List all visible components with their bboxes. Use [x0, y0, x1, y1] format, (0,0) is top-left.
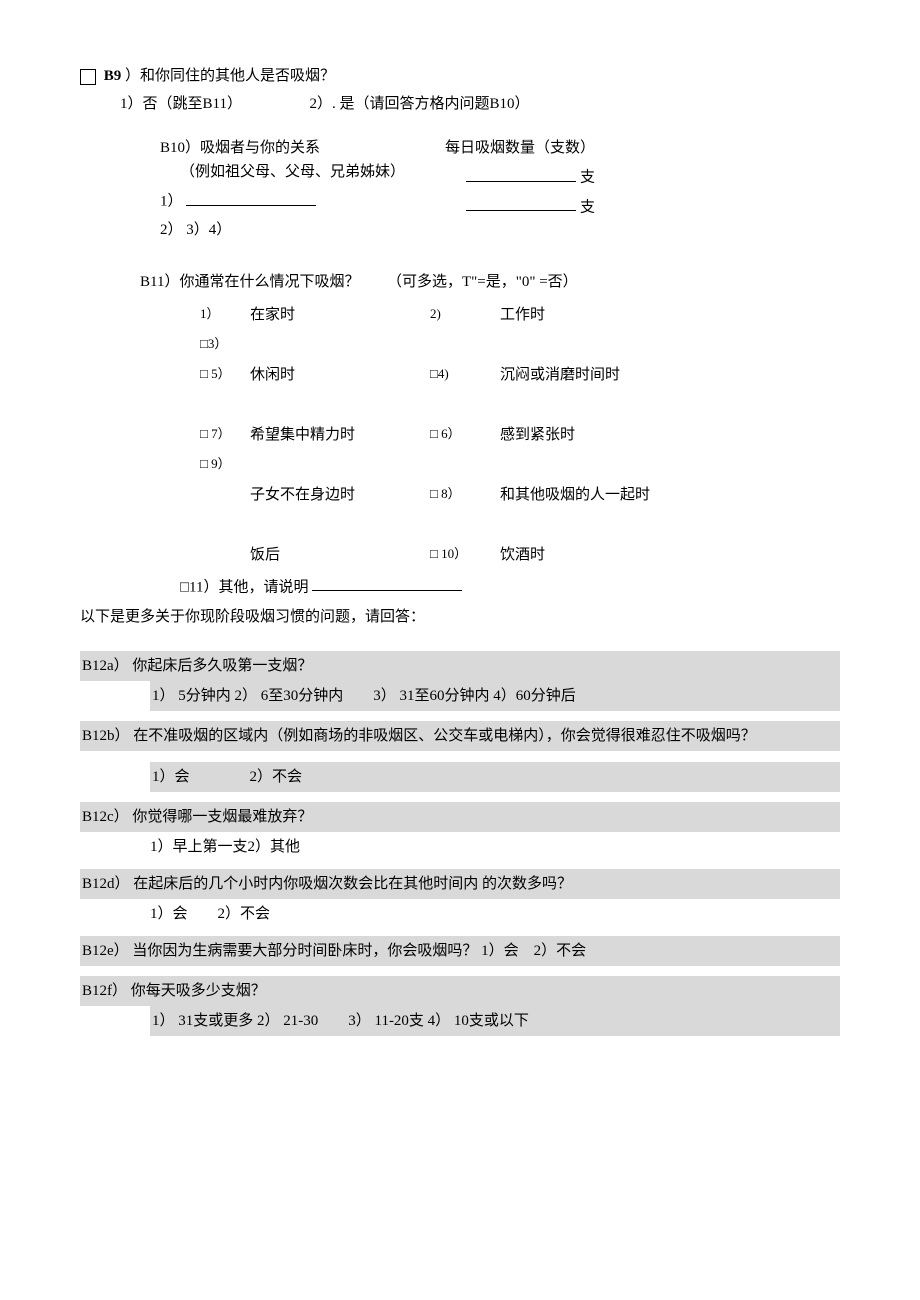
b9-opt2[interactable]: 2）. 是（请回答方格内问题B10）: [309, 96, 529, 112]
b11-t9b: 子女不在身边时: [250, 483, 430, 507]
b11-title: B11）你通常在什么情况下吸烟？: [140, 274, 359, 290]
b12f-q: B12f） 你每天吸多少支烟？: [80, 976, 840, 1006]
b10-amount2[interactable]: [466, 194, 576, 212]
b12b-a[interactable]: 1）会 2）不会: [150, 762, 840, 792]
b10-unit2: 支: [580, 199, 595, 215]
b11-t7: 希望集中精力时: [250, 423, 430, 447]
b11-n3[interactable]: □3）: [200, 334, 250, 355]
b10-block: B10）吸烟者与你的关系 （例如祖父母、父母、兄弟姊妹） 1） 2） 3）4） …: [160, 136, 840, 246]
b11-t2: 工作时: [500, 303, 700, 327]
b10-amount1[interactable]: [466, 164, 576, 182]
b11-n4[interactable]: □4): [430, 364, 500, 385]
b12b-q: B12b） 在不准吸烟的区域内（例如商场的非吸烟区、公交车或电梯内），你会觉得很…: [80, 721, 840, 751]
b11-t5: 休闲时: [250, 363, 430, 387]
section-intro: 以下是更多关于你现阶段吸烟习惯的问题，请回答：: [80, 605, 840, 629]
b12d-a[interactable]: 1）会 2）不会: [150, 902, 840, 926]
b11-t10: 饮酒时: [500, 543, 700, 567]
b12a-a[interactable]: 1） 5分钟内 2） 6至30分钟内 3） 31至60分钟内 4）60分钟后: [150, 681, 840, 711]
b11-note: （可多选，T"=是，"0" =否）: [387, 274, 578, 290]
b9-checkbox[interactable]: [80, 69, 96, 85]
b10-line2: 2） 3）4）: [160, 218, 405, 242]
b11-header: B11）你通常在什么情况下吸烟？ （可多选，T"=是，"0" =否）: [140, 270, 840, 294]
b9-options: 1）否（跳至B11） 2）. 是（请回答方格内问题B10）: [120, 92, 840, 116]
b12a-q: B12a） 你起床后多久吸第一支烟？: [80, 651, 840, 681]
b11-n8[interactable]: □ 8）: [430, 484, 500, 505]
b12d-q: B12d） 在起床后的几个小时内你吸烟次数会比在其他时间内 的次数多吗？: [80, 869, 840, 899]
b11-n9[interactable]: □ 9）: [200, 454, 250, 475]
b11-n1[interactable]: 1）: [200, 304, 250, 325]
b11-t8: 和其他吸烟的人一起时: [500, 483, 700, 507]
b10-title: B10）吸烟者与你的关系: [160, 136, 405, 160]
b11-t4: 沉闷或消磨时间时: [500, 363, 700, 387]
b11-t1: 在家时: [250, 303, 430, 327]
b10-blank1[interactable]: [186, 188, 316, 206]
b11-options: 1） 在家时 2) 工作时 □3） □ 5） 休闲时 □4) 沉闷或消磨时间时 …: [200, 300, 840, 570]
b12f-a[interactable]: 1） 31支或更多 2） 21-30 3） 11-20支 4） 10支或以下: [150, 1006, 840, 1036]
b11-other-blank[interactable]: [312, 574, 462, 592]
b11-fh: 饭后: [250, 543, 430, 567]
b11-t6: 感到紧张时: [500, 423, 700, 447]
b12c-a[interactable]: 1）早上第一支2）其他: [150, 835, 840, 859]
b9-code: B9: [104, 68, 122, 84]
b12c-q: B12c） 你觉得哪一支烟最难放弃？: [80, 802, 840, 832]
b9-opt1[interactable]: 1）否（跳至B11）: [120, 96, 242, 112]
b11-n5[interactable]: □ 5）: [200, 364, 250, 385]
b10-hint: （例如祖父母、父母、兄弟姊妹）: [180, 160, 405, 184]
b12e-q: B12e） 当你因为生病需要大部分时间卧床时，你会吸烟吗？ 1）会 2）不会: [80, 936, 840, 966]
b10-line1: 1）: [160, 194, 183, 210]
b12b-q-text: B12b） 在不准吸烟的区域内（例如商场的非吸烟区、公交车或电梯内），你会觉得很…: [82, 724, 838, 748]
b11-other[interactable]: □11）其他，请说明: [180, 579, 309, 595]
b11-n10[interactable]: □ 10）: [430, 544, 500, 565]
b11-n6[interactable]: □ 6）: [430, 424, 500, 445]
b10-right-title: 每日吸烟数量（支数）: [445, 136, 595, 160]
b11-other-row: □11）其他，请说明: [180, 574, 840, 600]
b11-n7[interactable]: □ 7）: [200, 424, 250, 445]
b9-question: B9 ）和你同住的其他人是否吸烟？: [80, 64, 840, 88]
b10-unit1: 支: [580, 170, 595, 186]
b9-text: ）和你同住的其他人是否吸烟？: [125, 68, 335, 84]
b11-n2[interactable]: 2): [430, 304, 500, 325]
